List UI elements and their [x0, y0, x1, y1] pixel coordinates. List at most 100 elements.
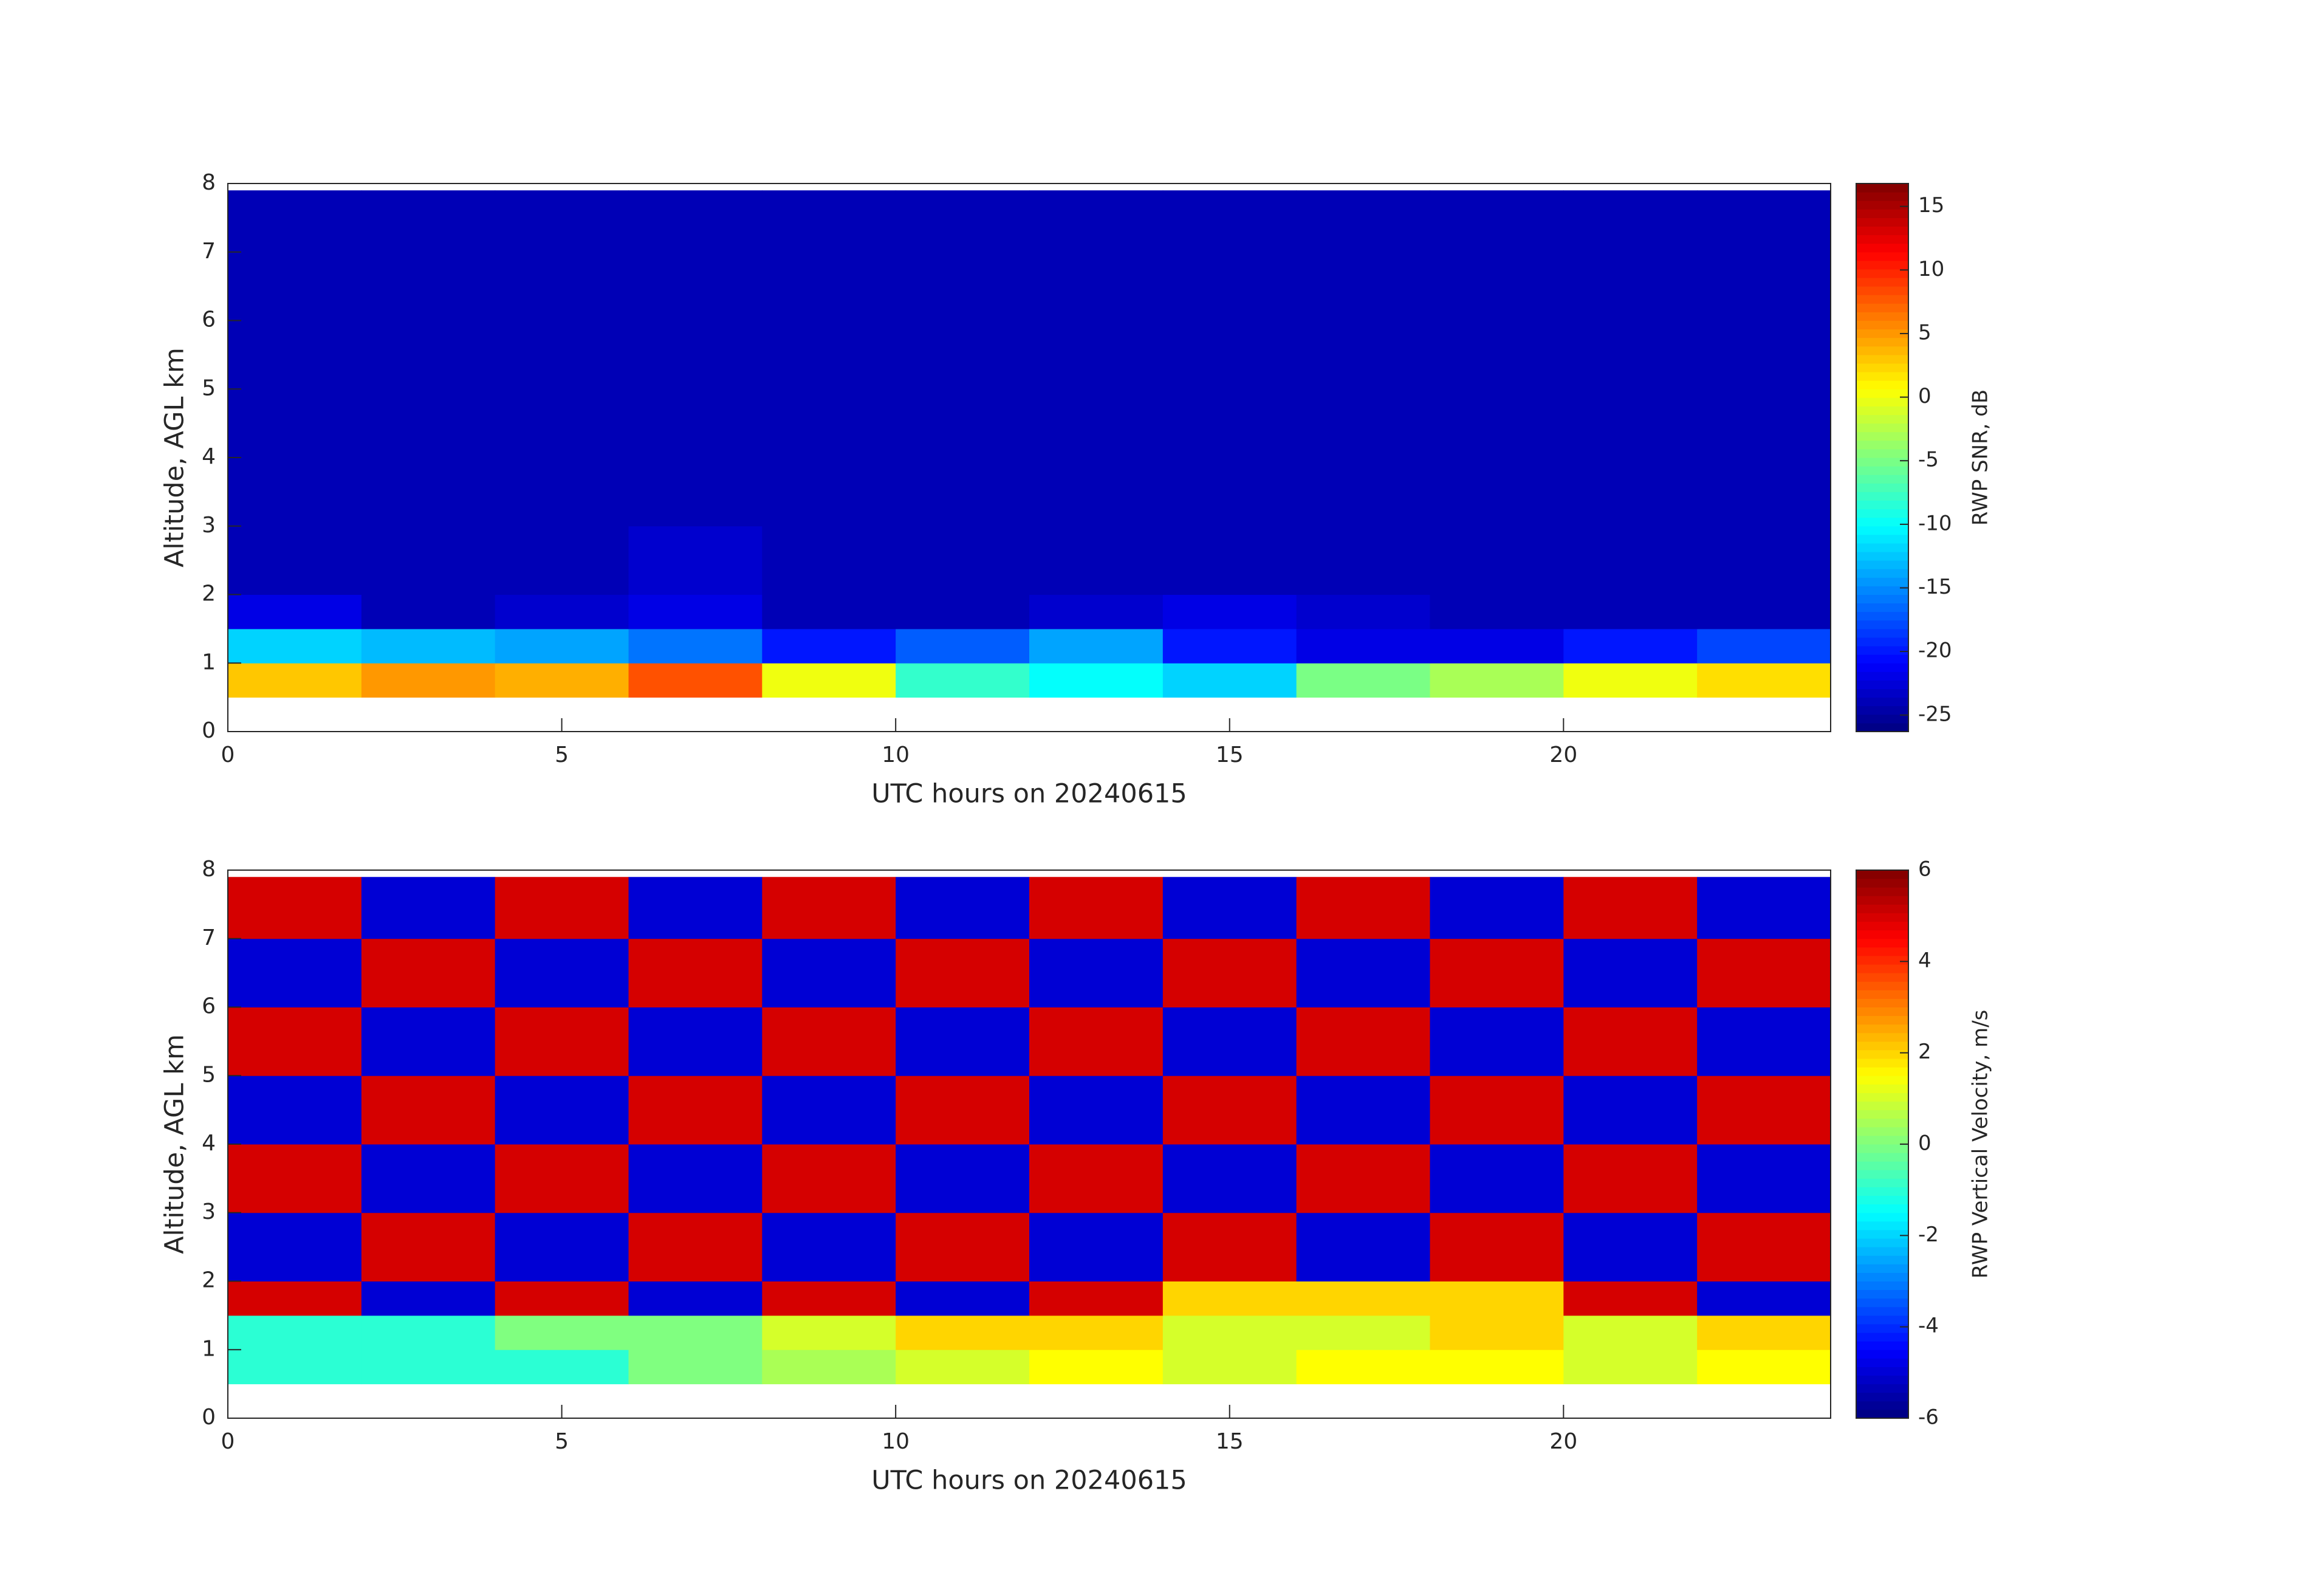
heat-cell	[1029, 1144, 1164, 1213]
colorbar-swatch	[1856, 1032, 1908, 1042]
heat-cell	[1430, 594, 1564, 629]
heat-cell	[762, 1007, 896, 1076]
colorbar-swatch	[1856, 1127, 1908, 1136]
heat-cell	[1430, 1007, 1564, 1076]
heat-cell	[1430, 938, 1564, 1007]
heat-cell	[361, 320, 496, 389]
heat-cell	[495, 190, 629, 253]
colorbar-swatch	[1856, 896, 1908, 905]
colorbar-swatch	[1856, 329, 1908, 338]
colorbar-swatch	[1856, 697, 1908, 707]
x-axis-label: UTC hours on 20240615	[871, 779, 1187, 809]
heat-cell	[228, 877, 362, 939]
heat-cell	[628, 252, 763, 321]
y-axis-label: Altitude, AGL km	[160, 348, 190, 568]
heat-cell	[1697, 1007, 1831, 1076]
colorbar-swatch	[1856, 440, 1908, 450]
heat-cell	[1296, 1281, 1430, 1316]
colorbar-swatch	[1856, 1229, 1908, 1239]
colorbar-swatch	[1856, 1007, 1908, 1017]
y-tick-label: 6	[202, 307, 216, 332]
heat-cell	[1029, 594, 1164, 629]
y-tick-label: 1	[202, 650, 216, 674]
x-tick-label: 20	[1549, 743, 1577, 767]
heat-cell	[1162, 252, 1297, 321]
heat-cell	[361, 663, 496, 698]
heat-cell	[628, 458, 763, 527]
heat-cell	[1296, 1212, 1430, 1281]
colorbar-swatch	[1856, 1024, 1908, 1034]
heat-cell	[1697, 526, 1831, 595]
heat-cell	[361, 1350, 496, 1385]
heat-cell	[1162, 526, 1297, 595]
colorbar-swatch	[1856, 981, 1908, 990]
y-tick-label: 8	[202, 170, 216, 195]
heat-cell	[228, 252, 362, 321]
heat-cell	[1162, 1212, 1297, 1281]
colorbar-swatch	[1856, 201, 1908, 210]
colorbar-swatch	[1856, 577, 1908, 586]
heat-cell	[1563, 1350, 1698, 1385]
heat-cell	[1296, 877, 1430, 939]
colorbar-tick-label: -15	[1918, 575, 1952, 599]
heat-cell	[628, 1144, 763, 1213]
heat-cell	[896, 389, 1030, 458]
colorbar-swatch	[1856, 887, 1908, 896]
heat-cell	[628, 877, 763, 939]
colorbar-swatch	[1856, 560, 1908, 569]
heat-cell	[228, 1281, 362, 1316]
heat-cell	[896, 594, 1030, 629]
heat-cell	[896, 320, 1030, 389]
heat-cell	[1430, 389, 1564, 458]
heat-cell	[896, 663, 1030, 698]
heat-cell	[1029, 663, 1164, 698]
colorbar-swatch	[1856, 1333, 1908, 1342]
colorbar-tick-label: 0	[1918, 384, 1932, 408]
heat-cell	[495, 526, 629, 595]
colorbar-swatch	[1856, 1067, 1908, 1076]
heat-cell	[1162, 1350, 1297, 1385]
heat-cell	[361, 1144, 496, 1213]
colorbar-tick-label: -5	[1918, 448, 1939, 472]
heat-cell	[1162, 877, 1297, 939]
heat-cell	[1162, 1315, 1297, 1350]
heat-cell	[1029, 458, 1164, 527]
colorbar-swatch	[1856, 1084, 1908, 1093]
heat-cell	[1697, 628, 1831, 664]
colorbar-swatch	[1856, 1092, 1908, 1102]
heat-cell	[1697, 252, 1831, 321]
heat-cell	[495, 1350, 629, 1385]
heat-cell	[495, 1212, 629, 1281]
colorbar-swatch	[1856, 235, 1908, 244]
heat-cell	[228, 1144, 362, 1213]
heat-cell	[228, 190, 362, 253]
heat-cell	[1029, 938, 1164, 1007]
colorbar-swatch	[1856, 1170, 1908, 1179]
colorbar-swatch	[1856, 303, 1908, 312]
heat-cell	[1430, 458, 1564, 527]
heat-cell	[896, 458, 1030, 527]
heat-cell	[1697, 938, 1831, 1007]
colorbar-tick-label: 2	[1918, 1040, 1932, 1064]
heat-cell	[1563, 877, 1698, 939]
y-axis-label: Altitude, AGL km	[160, 1034, 190, 1254]
heat-cell	[628, 1315, 763, 1350]
colorbar-swatch	[1856, 1221, 1908, 1230]
heat-cell	[1697, 1144, 1831, 1213]
heat-cell	[628, 1212, 763, 1281]
colorbar-swatch	[1856, 904, 1908, 913]
x-tick-label: 5	[555, 1429, 569, 1454]
heat-cell	[1296, 320, 1430, 389]
colorbar-swatch	[1856, 1401, 1908, 1410]
heat-cell	[228, 663, 362, 698]
colorbar-tick-label: 10	[1918, 257, 1944, 281]
heat-cell	[1162, 594, 1297, 629]
colorbar-swatch	[1856, 1041, 1908, 1051]
colorbar-tick-label: -20	[1918, 639, 1952, 663]
colorbar-swatch	[1856, 500, 1908, 510]
colorbar-swatch	[1856, 611, 1908, 621]
colorbar-swatch	[1856, 714, 1908, 724]
heat-cell	[1029, 1212, 1164, 1281]
colorbar-swatch	[1856, 1187, 1908, 1196]
colorbar-swatch	[1856, 509, 1908, 518]
